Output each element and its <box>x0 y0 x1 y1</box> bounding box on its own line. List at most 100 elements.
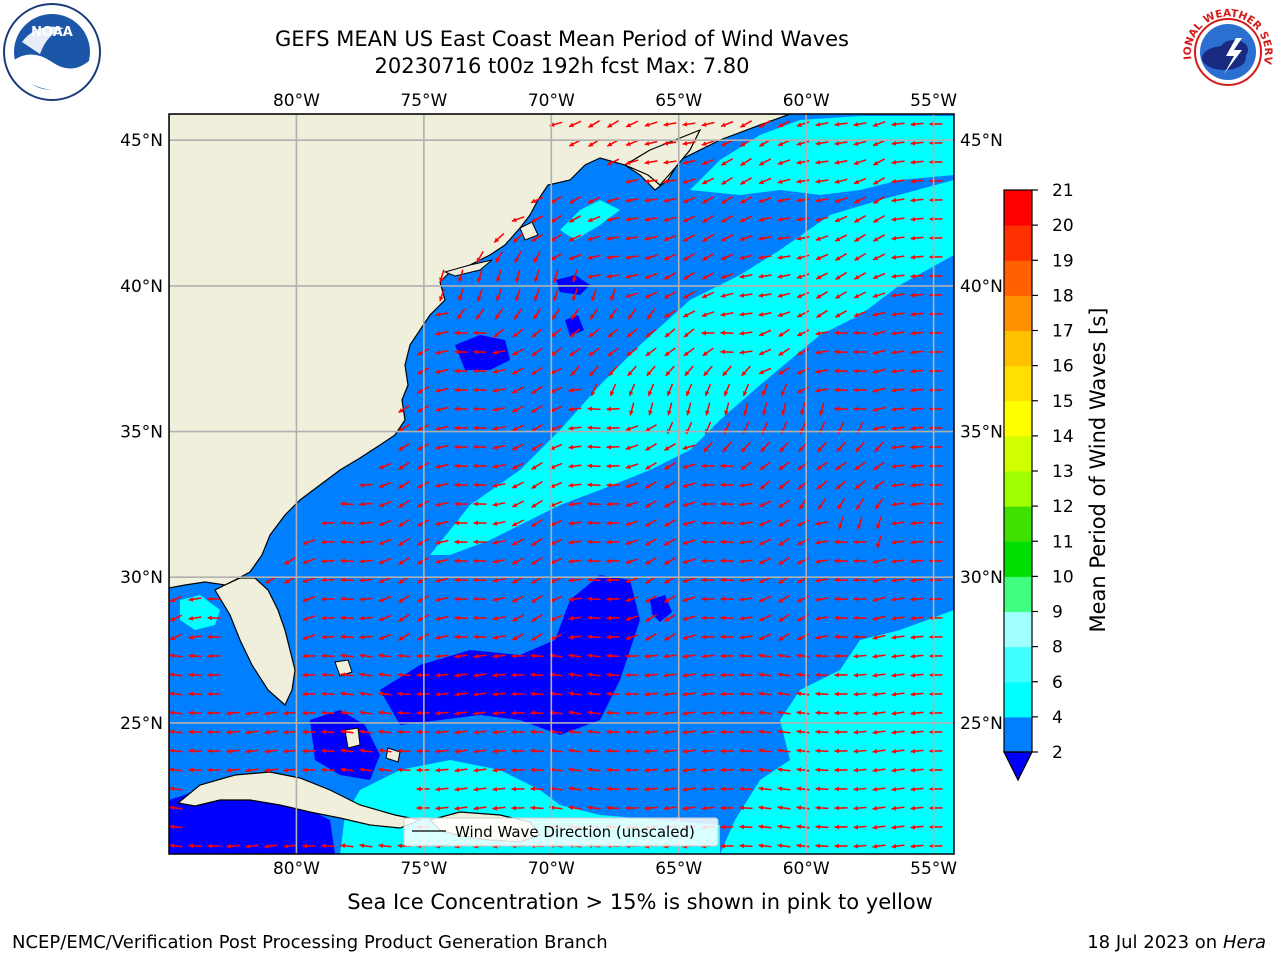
wave-arrow <box>910 691 924 697</box>
wave-arrow <box>664 595 676 603</box>
wave-arrow <box>720 501 734 507</box>
wave-arrow <box>854 461 866 471</box>
wave-arrow <box>910 444 924 450</box>
wave-arrow <box>416 557 430 565</box>
wave-arrow <box>359 710 373 716</box>
wave-arrow <box>891 197 905 203</box>
wave-arrow <box>569 328 581 338</box>
wave-arrow <box>511 500 525 508</box>
wave-arrow <box>531 234 543 242</box>
wave-arrow <box>873 195 885 205</box>
wave-arrow <box>625 463 639 469</box>
lon-label-bottom-3: 65°W <box>655 859 702 879</box>
wave-arrow <box>853 196 867 204</box>
wave-arrow <box>439 288 445 302</box>
wave-arrow <box>703 365 713 377</box>
wave-arrow <box>910 292 924 298</box>
wave-arrow <box>572 288 578 302</box>
colorbar-segment-4 <box>1004 576 1032 612</box>
wave-arrow <box>761 383 769 397</box>
wave-arrow <box>834 387 848 393</box>
colorbar-segment-3 <box>1004 611 1032 648</box>
wave-arrow <box>853 349 867 355</box>
wave-arrow <box>340 615 354 621</box>
wave-arrow <box>646 365 656 377</box>
wave-arrow <box>872 158 886 166</box>
wave-arrow <box>283 729 297 735</box>
wave-arrow <box>454 691 468 697</box>
lon-label-top-5: 55°W <box>910 91 957 111</box>
wave-arrow <box>570 365 580 377</box>
wave-arrow <box>777 843 791 849</box>
wave-arrow <box>625 139 639 147</box>
wave-arrow <box>359 539 373 545</box>
wave-arrow <box>781 402 787 416</box>
wave-arrow <box>473 425 487 431</box>
wave-arrow <box>891 520 905 526</box>
wave-arrow <box>815 786 829 792</box>
wave-arrow <box>188 672 202 678</box>
wave-arrow <box>492 406 506 412</box>
wave-arrow <box>682 710 696 716</box>
wave-arrow <box>834 330 848 336</box>
wave-arrow <box>416 443 430 451</box>
wave-arrow <box>853 577 867 583</box>
lat-label-right-3: 40°N <box>960 277 1003 297</box>
wave-arrow <box>511 348 525 356</box>
wave-arrow <box>872 406 886 412</box>
wave-arrow <box>454 482 468 488</box>
wave-arrow <box>891 577 905 583</box>
wave-arrow <box>701 653 715 659</box>
wave-arrow <box>416 710 430 716</box>
wave-arrow <box>855 441 865 453</box>
wave-arrow <box>873 461 885 471</box>
wave-arrow <box>702 214 714 224</box>
wave-arrow <box>416 519 430 527</box>
land-cape-cod <box>519 221 539 241</box>
wave-arrow <box>758 653 772 659</box>
wave-arrow <box>872 577 886 583</box>
wave-arrow <box>721 195 733 205</box>
wave-arrow <box>645 461 657 471</box>
lat-label-left-0: 25°N <box>120 714 163 734</box>
wave-arrow <box>834 310 848 318</box>
wave-arrow <box>625 501 639 507</box>
wave-arrow <box>435 501 449 507</box>
wave-arrow <box>644 254 658 260</box>
wave-arrow <box>891 330 905 336</box>
wave-arrow <box>511 633 525 641</box>
wave-arrow <box>512 233 524 243</box>
wave-arrow <box>378 767 392 773</box>
wave-arrow <box>435 634 449 640</box>
wave-arrow <box>511 424 525 432</box>
wave-arrow <box>682 596 696 602</box>
wave-arrow <box>606 615 620 621</box>
wave-arrow <box>340 558 354 564</box>
wave-arrow <box>494 308 504 320</box>
wave-arrow <box>778 594 790 604</box>
wave-arrow <box>663 767 677 773</box>
wave-arrow <box>378 595 392 603</box>
wave-arrow <box>416 595 430 603</box>
wave-arrow <box>359 748 373 754</box>
wave-arrow <box>607 347 619 357</box>
wave-arrow <box>321 672 335 678</box>
wave-arrow <box>816 291 828 299</box>
wave-arrow <box>378 500 392 508</box>
wave-arrow <box>796 235 810 241</box>
lat-label-left-1: 30°N <box>120 568 163 588</box>
wave-arrow <box>606 710 620 716</box>
wave-arrow <box>834 215 848 223</box>
wave-arrow <box>587 729 601 735</box>
wave-arrow <box>169 786 183 792</box>
wave-arrow <box>872 292 886 298</box>
wave-arrow <box>720 767 734 773</box>
wave-arrow <box>834 805 848 811</box>
wave-arrow <box>511 653 525 659</box>
wave-arrow <box>458 288 464 302</box>
wave-arrow <box>644 748 658 754</box>
wave-arrow <box>568 653 582 659</box>
wave-arrow <box>815 369 829 374</box>
wave-arrow <box>815 253 829 261</box>
wave-arrow <box>741 441 751 453</box>
